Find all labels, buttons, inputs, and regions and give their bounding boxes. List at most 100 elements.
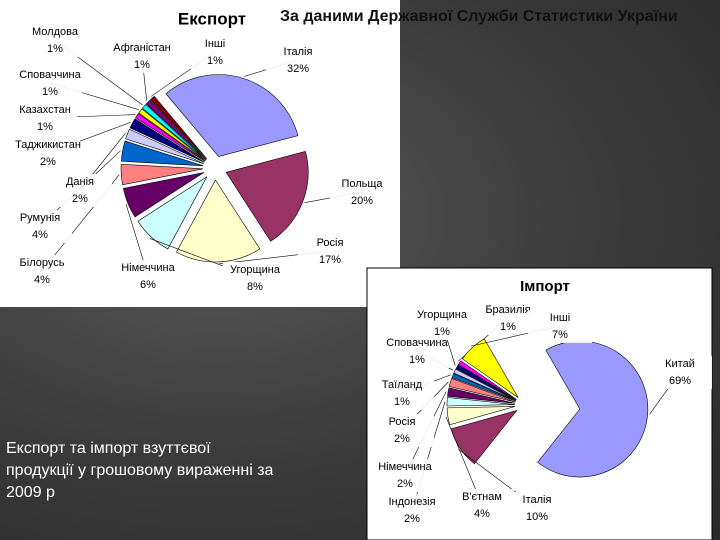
- label-bg: [18, 67, 82, 100]
- label-bg: [223, 262, 287, 295]
- pie-slice: [137, 176, 208, 250]
- slice-label: Молдова: [32, 26, 79, 38]
- import-title: Імпорт: [520, 278, 570, 295]
- slice-label: Казахстан: [19, 104, 71, 116]
- slice-value: 2%: [40, 156, 56, 168]
- slice-value: 4%: [32, 229, 48, 241]
- slice-value: 20%: [351, 195, 373, 207]
- label-bg: [450, 489, 514, 522]
- slice-value: 32%: [287, 63, 309, 75]
- pie-slice: [125, 128, 204, 164]
- pie-slice: [455, 364, 517, 401]
- slice-label: Росія: [317, 237, 344, 249]
- pie-slice: [145, 99, 207, 160]
- slice-value: 1%: [394, 396, 410, 408]
- slice-label: Бразилія: [485, 304, 530, 316]
- slice-label: Споваччина: [19, 69, 81, 81]
- slice-value: 1%: [47, 43, 63, 55]
- slice-value: 4%: [474, 508, 490, 520]
- pie-slice: [120, 163, 204, 186]
- slice-label: Інші: [550, 312, 570, 324]
- label-bg: [298, 235, 362, 268]
- slice-label: Таїланд: [382, 379, 423, 391]
- pie-slice: [165, 74, 299, 157]
- slice-label: Румунія: [20, 212, 60, 224]
- source-note: За даними Державної Служби Статистики Ук…: [280, 8, 678, 25]
- slice-value: 1%: [42, 86, 58, 98]
- label-bg: [380, 494, 444, 527]
- slice-value: 7%: [552, 329, 568, 341]
- pie-slice: [129, 118, 205, 163]
- label-bg: [648, 356, 712, 389]
- slice-value: 1%: [207, 55, 223, 67]
- label-bg: [110, 40, 174, 73]
- slice-label: Данія: [66, 176, 94, 188]
- pie-slice: [450, 409, 518, 465]
- pie-slice: [453, 368, 517, 401]
- label-bg: [370, 414, 434, 447]
- export-title: Експорт: [178, 9, 246, 28]
- slice-label: Афганістан: [113, 42, 171, 54]
- pie-slice: [123, 172, 205, 218]
- slice-value: 1%: [37, 121, 53, 133]
- pie-slice: [461, 338, 519, 398]
- slice-value: 2%: [397, 478, 413, 490]
- slice-label: Росія: [389, 416, 416, 428]
- slice-value: 8%: [247, 281, 263, 293]
- slice-value: 10%: [526, 511, 548, 523]
- label-bg: [10, 255, 74, 288]
- slice-label: Угорщина: [417, 309, 468, 321]
- slice-label: Китай: [665, 358, 695, 370]
- slice-value: 69%: [669, 375, 691, 387]
- label-bg: [528, 310, 592, 343]
- slice-label: В'єтнам: [462, 491, 502, 503]
- slice-value: 6%: [140, 279, 156, 291]
- pie-slice: [446, 397, 516, 407]
- label-bg: [385, 335, 449, 368]
- slice-label: Італія: [523, 494, 552, 506]
- label-bg: [23, 24, 87, 57]
- label-bg: [16, 137, 80, 170]
- slice-value: 2%: [72, 193, 88, 205]
- label-bg: [330, 176, 394, 209]
- label-bg: [13, 102, 77, 135]
- pie-slice: [138, 108, 206, 161]
- slice-value: 1%: [134, 59, 150, 71]
- pie-slice: [141, 103, 207, 161]
- pie-slice: [448, 378, 516, 403]
- label-bg: [8, 210, 72, 243]
- label-bg: [370, 377, 434, 410]
- label-bg: [48, 174, 112, 207]
- slice-value: 1%: [434, 326, 450, 338]
- slice-label: Угорщина: [230, 264, 281, 276]
- label-bg: [266, 44, 330, 77]
- label-bg: [373, 459, 437, 492]
- slice-value: 2%: [394, 433, 410, 445]
- slice-label: Італія: [284, 46, 313, 58]
- pie-slice: [150, 95, 208, 160]
- label-bg: [183, 36, 247, 69]
- caption: Експорт та імпорт взуттєвої продукції у …: [6, 440, 274, 501]
- pie-slice: [451, 373, 516, 402]
- slice-label: Німеччина: [121, 262, 175, 274]
- slice-value: 17%: [319, 254, 341, 266]
- label-bg: [410, 307, 474, 340]
- slice-label: Інші: [205, 38, 225, 50]
- pie-slice: [458, 360, 517, 400]
- slice-label: Польща: [341, 178, 383, 190]
- slice-value: 1%: [500, 321, 516, 333]
- slice-value: 1%: [409, 354, 425, 366]
- slice-label: Індонезія: [388, 496, 435, 508]
- slice-label: Таджикистан: [15, 139, 81, 151]
- pie-slice: [135, 113, 206, 162]
- slice-label: Німеччина: [378, 461, 432, 473]
- slice-label: Білорусь: [20, 257, 65, 269]
- pie-slice: [176, 179, 261, 263]
- slice-value: 2%: [404, 513, 420, 525]
- pie-slice: [447, 387, 516, 404]
- pie-slice: [446, 406, 516, 426]
- label-bg: [116, 260, 180, 293]
- label-bg: [505, 492, 569, 525]
